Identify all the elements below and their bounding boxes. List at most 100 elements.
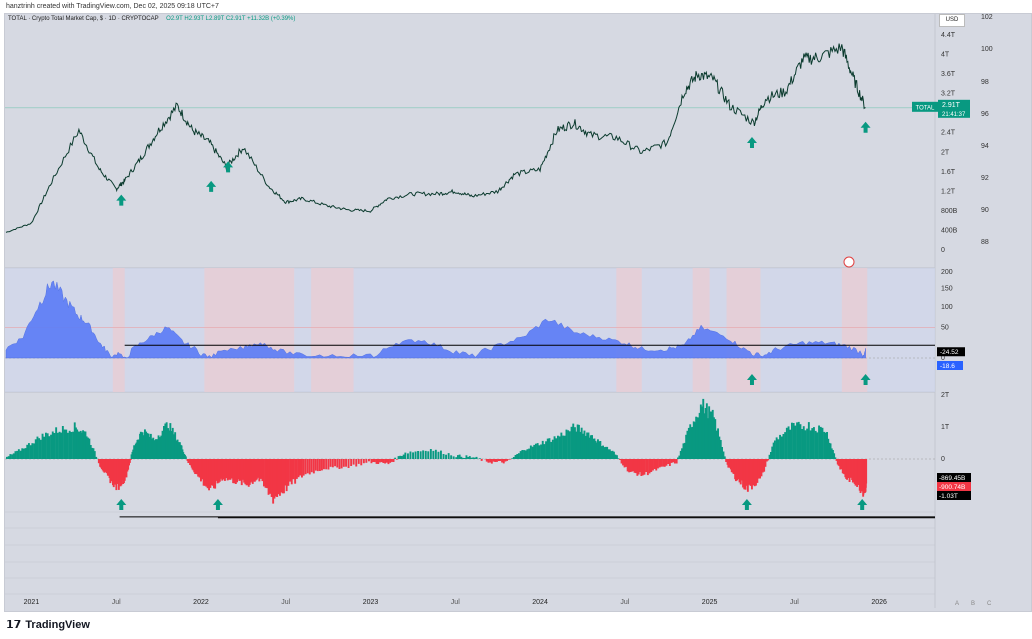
buy-signal-arrow	[860, 121, 871, 133]
net-bar	[467, 457, 470, 459]
x-axis-tick: 2021	[24, 599, 40, 606]
net-bar	[171, 427, 174, 459]
net-bar	[230, 459, 233, 479]
net-bar	[272, 459, 275, 504]
net-bar	[129, 459, 132, 460]
net-bar	[704, 408, 707, 459]
net-bar	[80, 432, 83, 459]
price-series-line[interactable]	[5, 43, 866, 233]
x-axis-tick: Jul	[451, 599, 460, 606]
buy-signal-arrow	[746, 136, 757, 148]
net-bar	[550, 441, 553, 459]
flag-icon[interactable]	[843, 256, 855, 268]
net-bar	[7, 456, 10, 459]
net-bar	[757, 459, 760, 479]
net-bar	[61, 426, 64, 459]
net-bar	[524, 450, 527, 459]
net-bar	[12, 453, 15, 459]
net-bar	[243, 459, 246, 483]
net-bar	[266, 459, 268, 489]
net-bar	[816, 432, 819, 459]
net-bar	[294, 459, 297, 484]
net-bar	[718, 436, 721, 459]
net-bar	[526, 449, 529, 459]
net-bar	[741, 459, 743, 481]
net-bar	[65, 429, 68, 459]
net-bar	[606, 446, 609, 459]
net-bar	[292, 459, 295, 480]
net-bar	[759, 459, 761, 479]
net-bar	[245, 459, 248, 486]
net-bar	[725, 459, 728, 462]
net-bar	[752, 459, 755, 486]
net-bar	[220, 459, 222, 479]
net-bar	[575, 431, 578, 459]
net-bar	[821, 427, 824, 459]
net-bar	[149, 433, 152, 459]
osc-red-zone	[311, 268, 354, 392]
net-bar	[11, 454, 13, 459]
net-bar	[709, 411, 712, 459]
price-axis-tick: 3.2T	[941, 91, 956, 98]
net-bar	[327, 459, 330, 470]
net-bar	[604, 446, 607, 459]
net-bar	[791, 422, 793, 459]
price-badge[interactable]	[938, 99, 970, 118]
net-bar	[490, 459, 493, 464]
net-bar	[14, 451, 17, 459]
net-bar	[205, 459, 208, 487]
net-bar	[427, 451, 430, 459]
net-bar	[543, 444, 546, 459]
corner-button: A	[955, 601, 959, 607]
symbol-legend[interactable]: TOTAL · Crypto Total Market Cap, $ · 1D …	[8, 16, 159, 22]
net-bar	[450, 455, 453, 459]
net-bar	[168, 430, 171, 459]
net-bar	[683, 442, 686, 459]
net-bar	[506, 459, 508, 461]
osc-area[interactable]	[5, 280, 866, 359]
tradingview-logo[interactable]: 𝟭𝟳 TradingView	[6, 618, 90, 632]
net-bar	[603, 447, 606, 459]
net-bar	[58, 431, 61, 459]
net-bar	[563, 435, 566, 459]
net-bar	[521, 450, 524, 459]
net-bar	[432, 450, 435, 459]
price-axis-tick: 0	[941, 247, 945, 254]
net-bar	[828, 442, 831, 459]
net-bar	[331, 459, 334, 468]
net-bar	[211, 459, 214, 486]
net-bar	[598, 441, 601, 459]
net-bar	[170, 431, 173, 459]
net-bar	[719, 440, 722, 459]
net-bar	[362, 459, 365, 464]
net-bar	[785, 427, 788, 459]
net-bar	[695, 416, 698, 459]
net-bar	[753, 459, 756, 487]
net-bar	[713, 417, 715, 459]
buy-signal-arrow	[857, 499, 868, 510]
net-bar	[442, 454, 445, 459]
net-bar	[690, 427, 693, 459]
net-bar	[735, 459, 737, 482]
net-bar	[279, 459, 281, 496]
net-bar	[560, 432, 563, 459]
currency-selector[interactable]: USD	[939, 14, 965, 27]
price-badge-value: 2.91T	[942, 102, 961, 109]
net-bar	[811, 428, 814, 459]
symbol-badge-label: TOTAL	[916, 105, 935, 111]
right-axis-tick: 98	[981, 79, 989, 86]
net-bar	[681, 448, 683, 459]
symbol-badge[interactable]	[912, 101, 938, 112]
net-bar	[399, 455, 402, 459]
net-bar	[511, 458, 514, 459]
osc-red-zone	[726, 268, 761, 392]
net-bar	[782, 434, 785, 459]
net-bar	[555, 438, 558, 459]
net-bar	[222, 459, 225, 480]
net-bar	[589, 435, 592, 459]
net-bar	[737, 459, 740, 480]
net-bar	[674, 459, 676, 464]
net-bar	[455, 457, 458, 459]
net-bar	[801, 429, 803, 459]
